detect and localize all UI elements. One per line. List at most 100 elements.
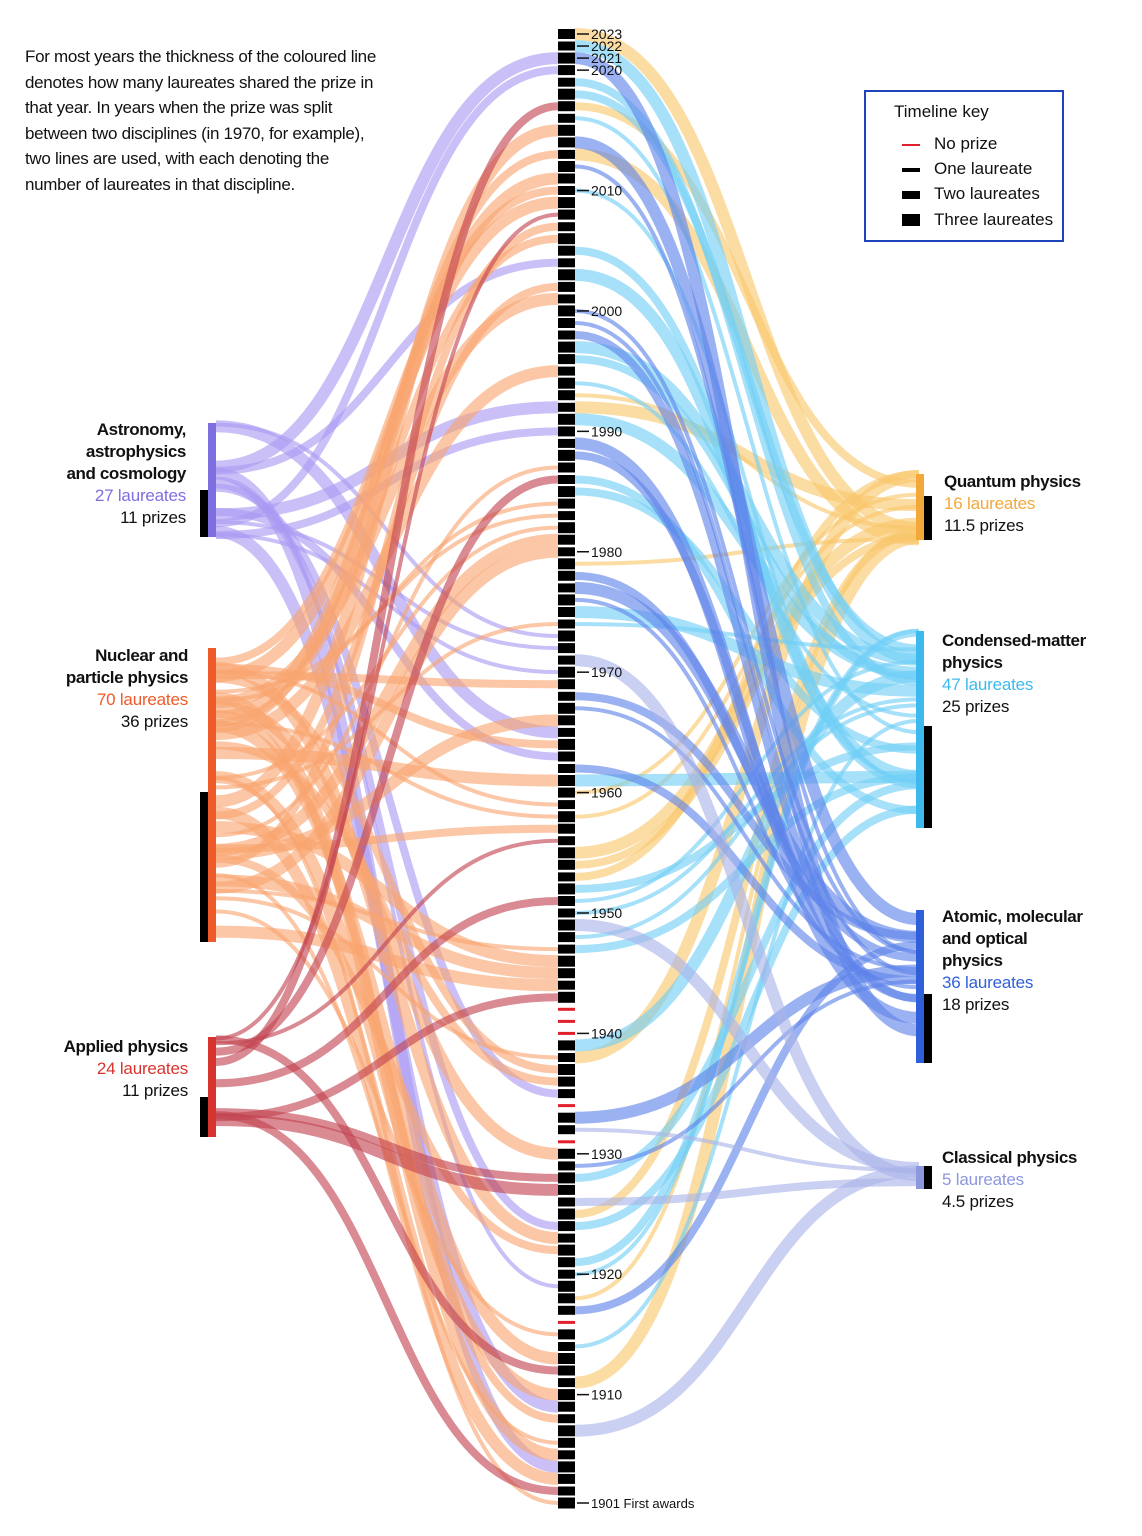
timeline-year-bar [558,1053,575,1062]
timeline-year-bar [558,1280,575,1292]
field-laureates: 16 laureates [944,494,1036,513]
timeline-year-bar [558,498,575,509]
timeline-year-bar [558,787,575,798]
key-swatch-red-line [902,144,920,146]
timeline-year-bar [558,583,575,593]
key-item-label: Three laureates [934,210,1054,229]
flow-ribbon-left [215,475,559,1056]
explanatory-note: For most years the thickness of the colo… [25,47,376,194]
timeline-year-bar [558,1148,575,1159]
timeline-year-bar [558,1450,575,1460]
field-label-classical: Classical physics 5 laureates 4.5 prizes [942,1147,1132,1213]
flow-ribbon-right [574,331,920,1003]
timeline-year-bar [558,449,575,461]
timeline-year-bar [558,29,575,39]
timeline-year-bar [558,811,575,823]
flow-ribbon-left [215,714,559,861]
timeline-tick-label: 1910 [591,1387,622,1403]
timeline-year-bar [558,872,575,882]
timeline-year-bar [558,258,575,268]
flow-ribbon-right [574,487,920,754]
timeline-year-bar [558,607,575,617]
timeline-year-bar [558,859,575,870]
timeline-year-bar [558,1233,575,1243]
timeline-year-bar [558,173,575,184]
field-name: Nuclear and particle physics [65,646,189,687]
flow-ribbon-left [215,102,559,1066]
timeline-year-bar [558,294,575,304]
timeline-year-bar [558,1401,575,1412]
flow-ribbon-right [574,1127,920,1173]
timeline-year-bar [558,305,575,317]
timeline-year-bar [558,1342,575,1351]
timeline-year-bar [558,426,575,437]
flow-ribbon-left [215,1108,559,1182]
field-label-quantum: Quantum physics 16 laureates 11.5 prizes [944,471,1134,537]
flow-ribbon-right [574,697,920,915]
flow-ribbon-right [574,1178,920,1206]
timeline-year-bar [558,1365,575,1376]
timeline-year-bar [558,896,575,906]
timeline-year-bar [558,366,575,376]
timeline-year-no-prize [558,1320,575,1324]
timeline-year-bar [558,619,575,629]
timeline-tick-label: 1970 [591,664,622,680]
timeline-year-bar [558,1389,575,1401]
flow-ribbon-left [215,896,559,1060]
flow-ribbon-right [574,116,920,735]
timeline-year-bar [558,209,575,220]
timeline-year-bar [558,1172,575,1184]
flow-ribbon-left [215,258,559,475]
timeline-year-bar [558,1414,575,1424]
flow-ribbon-right [574,40,920,665]
timeline-key: Timeline key No prize One laureate Two l… [864,90,1064,242]
timeline-year-bar [558,558,575,570]
field-nodes [200,423,932,1189]
timeline-year-bar [558,77,575,87]
timeline-year-bar [558,547,575,557]
key-item-label: Two laureates [934,184,1040,203]
flow-ribbon-left [215,925,559,992]
flow-ribbon-right [574,28,920,535]
timeline-year-bar [558,764,575,773]
left-node-prize-bar [200,490,208,537]
timeline-tick-label: 1920 [591,1266,622,1282]
key-swatch-thin-bar [902,168,920,172]
timeline-tick-label: 2000 [591,303,622,319]
timeline-year-bar [558,1293,575,1304]
timeline-year-bar [558,955,575,967]
field-laureates: 70 laureates [96,690,188,709]
timeline-year-bar [558,991,575,1003]
field-prizes: 11.5 prizes [944,516,1024,535]
left-node-prize-bar [200,792,208,942]
timeline-year-bar [558,41,575,51]
flow-ribbon-right [574,533,920,869]
flow-ribbon-left [215,66,559,528]
timeline-year-no-prize [558,1140,575,1144]
flow-ribbon-left [215,545,559,894]
field-laureates: 27 laureates [94,486,186,505]
timeline-tick-label: 1960 [591,785,622,801]
left-node-bar [208,648,216,942]
timeline-year-bar [558,486,575,498]
timeline-year-bar [558,137,575,148]
timeline-year-no-prize [558,1007,575,1011]
timeline-year-bar [558,1089,575,1099]
timeline-year-bar [558,908,575,918]
flow-ribbon-left [215,52,559,473]
timeline-year-bar [558,1125,575,1135]
timeline-year-bar [558,1161,575,1171]
flow-ribbon-left [215,874,559,980]
timeline-tick-label: 1980 [591,544,622,560]
timeline-year-bar [558,847,575,859]
timeline-year-bar [558,1244,575,1256]
timeline-year-bar [558,727,575,737]
field-laureates: 47 laureates [942,675,1034,694]
year-timeline [558,29,575,1509]
timeline-year-bar [558,630,575,642]
timeline-year-bar [558,269,575,281]
timeline-year-bar [558,1497,575,1509]
timeline-year-bar [558,1112,575,1123]
